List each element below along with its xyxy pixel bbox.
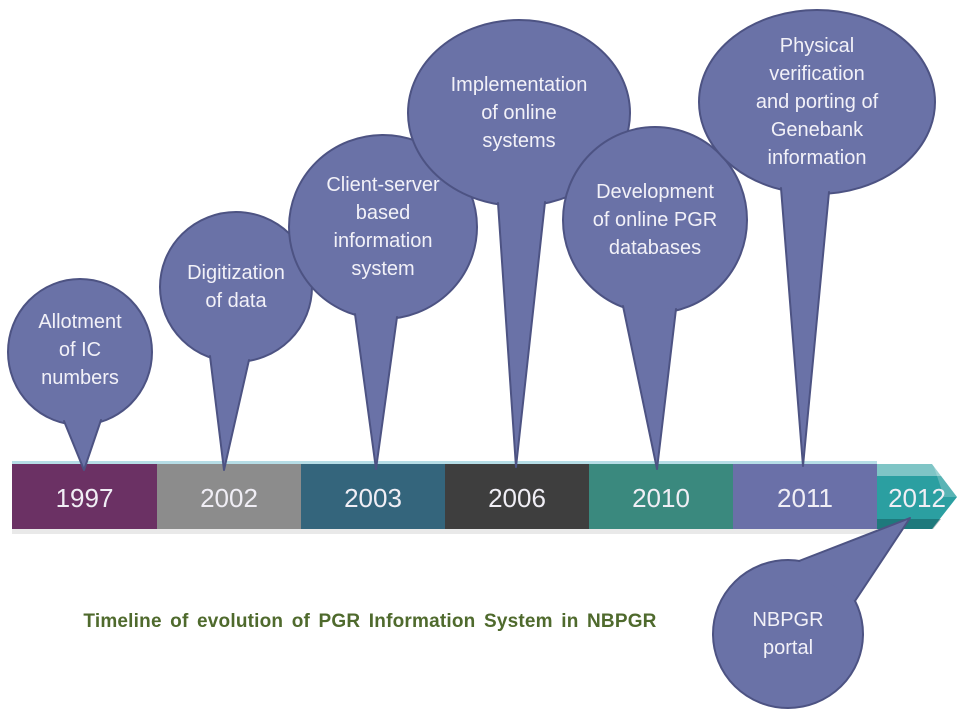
balloon-implementation-stem — [497, 201, 546, 468]
balloon-development-stem — [622, 305, 677, 470]
balloon-allotment-stem — [63, 419, 102, 471]
year-label-2011: 2011 — [777, 483, 833, 513]
timeline-arrow-2012 — [877, 464, 957, 529]
balloon-portal-tail — [798, 517, 911, 602]
timeline-segment-1997 — [12, 464, 157, 529]
year-label-2010: 2010 — [632, 483, 690, 513]
year-label-2003: 2003 — [344, 483, 402, 513]
balloon-portal-label: NBPGR portal — [752, 609, 824, 659]
year-label-2012: 2012 — [888, 483, 946, 513]
year-label-1997: 1997 — [55, 483, 114, 513]
balloon-client-server-label: Client-server based information system — [326, 174, 440, 280]
arrow-bevel-tip — [933, 464, 957, 497]
balloon-implementation-label: Implementation of online systems — [450, 74, 588, 152]
timeline-segment-2002 — [157, 464, 301, 529]
balloon-development-label: Development of online PGR databases — [592, 181, 718, 259]
slide-caption: Timeline of evolution of PGR Information… — [83, 611, 657, 632]
balloon-digitization-label: Digitization of data — [187, 262, 285, 312]
timeline-bottom-shadow — [12, 529, 877, 534]
balloon-allotment-label: Allotment of IC numbers — [38, 311, 122, 389]
balloon-verification-stem — [780, 187, 830, 467]
timeline-segment-2003 — [301, 464, 445, 529]
balloon-portal-bubble — [712, 559, 864, 709]
year-label-2006: 2006 — [488, 483, 546, 513]
balloon-client-server-stem — [354, 313, 398, 470]
timeline-top-highlight — [12, 461, 877, 464]
year-label-2002: 2002 — [200, 483, 258, 513]
balloon-verification-label: Physical verification and porting of Gen… — [755, 35, 879, 169]
timeline-segment-2010 — [589, 464, 733, 529]
timeline-segment-2006 — [445, 464, 589, 529]
timeline-segment-2011 — [733, 464, 877, 529]
balloon-digitization-stem — [209, 355, 250, 471]
arrow-bevel-top — [877, 464, 942, 476]
